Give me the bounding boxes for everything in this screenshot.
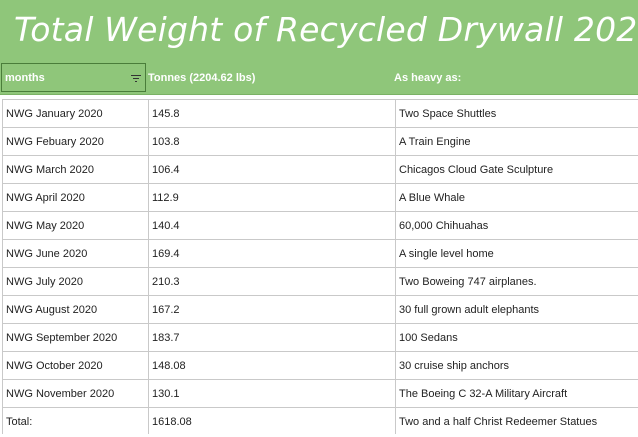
tonnes-cell[interactable]: 112.9 — [148, 183, 396, 212]
as-heavy-as-cell[interactable]: Chicagos Cloud Gate Sculpture — [395, 155, 638, 184]
tonnes-cell[interactable]: 210.3 — [148, 267, 396, 296]
data-table: NWG January 2020 145.8 Two Space Shuttle… — [2, 99, 638, 436]
tonnes-cell[interactable]: 140.4 — [148, 211, 396, 240]
month-cell[interactable]: NWG August 2020 — [2, 295, 149, 324]
month-cell[interactable]: NWG July 2020 — [2, 267, 149, 296]
table-header: months Tonnes (2204.62 lbs) As heavy as: — [0, 63, 638, 95]
as-heavy-as-cell[interactable]: Two Boweing 747 airplanes. — [395, 267, 638, 296]
month-cell[interactable]: NWG March 2020 — [2, 155, 149, 184]
filter-icon[interactable] — [130, 75, 141, 83]
table-row: NWG April 2020 112.9 A Blue Whale — [2, 183, 638, 212]
table-row: NWG October 2020 148.08 30 cruise ship a… — [2, 351, 638, 380]
column-header-as-heavy-as[interactable]: As heavy as: — [394, 72, 462, 84]
month-cell[interactable]: NWG January 2020 — [2, 99, 149, 128]
table-row: NWG May 2020 140.4 60,000 Chihuahas — [2, 211, 638, 240]
as-heavy-as-cell[interactable]: 30 full grown adult elephants — [395, 295, 638, 324]
table-row: NWG August 2020 167.2 30 full grown adul… — [2, 295, 638, 324]
table-row: NWG March 2020 106.4 Chicagos Cloud Gate… — [2, 155, 638, 184]
column-header-months[interactable]: months — [1, 63, 146, 92]
as-heavy-as-cell[interactable]: 30 cruise ship anchors — [395, 351, 638, 380]
table-row: NWG January 2020 145.8 Two Space Shuttle… — [2, 99, 638, 128]
month-cell[interactable]: NWG April 2020 — [2, 183, 149, 212]
month-cell[interactable]: NWG Febuary 2020 — [2, 127, 149, 156]
total-as-heavy-as-cell[interactable]: Two and a half Christ Redeemer Statues — [395, 407, 638, 436]
title-bar: Total Weight of Recycled Drywall 2020 — [0, 0, 638, 63]
month-cell[interactable]: NWG September 2020 — [2, 323, 149, 352]
table-row: NWG November 2020 130.1 The Boeing C 32-… — [2, 379, 638, 408]
tonnes-cell[interactable]: 145.8 — [148, 99, 396, 128]
tonnes-cell[interactable]: 167.2 — [148, 295, 396, 324]
as-heavy-as-cell[interactable]: The Boeing C 32-A Military Aircraft — [395, 379, 638, 408]
table-row-total: Total: 1618.08 Two and a half Christ Red… — [2, 407, 638, 436]
viewport-edge — [0, 434, 638, 437]
tonnes-cell[interactable]: 183.7 — [148, 323, 396, 352]
month-cell[interactable]: NWG June 2020 — [2, 239, 149, 268]
as-heavy-as-cell[interactable]: 100 Sedans — [395, 323, 638, 352]
month-cell[interactable]: NWG May 2020 — [2, 211, 149, 240]
table-row: NWG September 2020 183.7 100 Sedans — [2, 323, 638, 352]
table-row: NWG June 2020 169.4 A single level home — [2, 239, 638, 268]
table-row: NWG Febuary 2020 103.8 A Train Engine — [2, 127, 638, 156]
column-header-tonnes[interactable]: Tonnes (2204.62 lbs) — [148, 72, 256, 84]
table-body: NWG January 2020 145.8 Two Space Shuttle… — [2, 99, 638, 436]
as-heavy-as-cell[interactable]: A Blue Whale — [395, 183, 638, 212]
tonnes-cell[interactable]: 169.4 — [148, 239, 396, 268]
as-heavy-as-cell[interactable]: Two Space Shuttles — [395, 99, 638, 128]
month-cell[interactable]: NWG October 2020 — [2, 351, 149, 380]
tonnes-cell[interactable]: 103.8 — [148, 127, 396, 156]
weight-table: NWG January 2020 145.8 Two Space Shuttle… — [2, 99, 638, 436]
total-tonnes-cell[interactable]: 1618.08 — [148, 407, 396, 436]
tonnes-cell[interactable]: 106.4 — [148, 155, 396, 184]
table-row: NWG July 2020 210.3 Two Boweing 747 airp… — [2, 267, 638, 296]
total-label-cell[interactable]: Total: — [2, 407, 149, 436]
as-heavy-as-cell[interactable]: A single level home — [395, 239, 638, 268]
tonnes-cell[interactable]: 148.08 — [148, 351, 396, 380]
column-header-months-label: months — [5, 72, 45, 84]
month-cell[interactable]: NWG November 2020 — [2, 379, 149, 408]
sheet-title: Total Weight of Recycled Drywall 2020 — [14, 10, 638, 49]
tonnes-cell[interactable]: 130.1 — [148, 379, 396, 408]
as-heavy-as-cell[interactable]: A Train Engine — [395, 127, 638, 156]
as-heavy-as-cell[interactable]: 60,000 Chihuahas — [395, 211, 638, 240]
